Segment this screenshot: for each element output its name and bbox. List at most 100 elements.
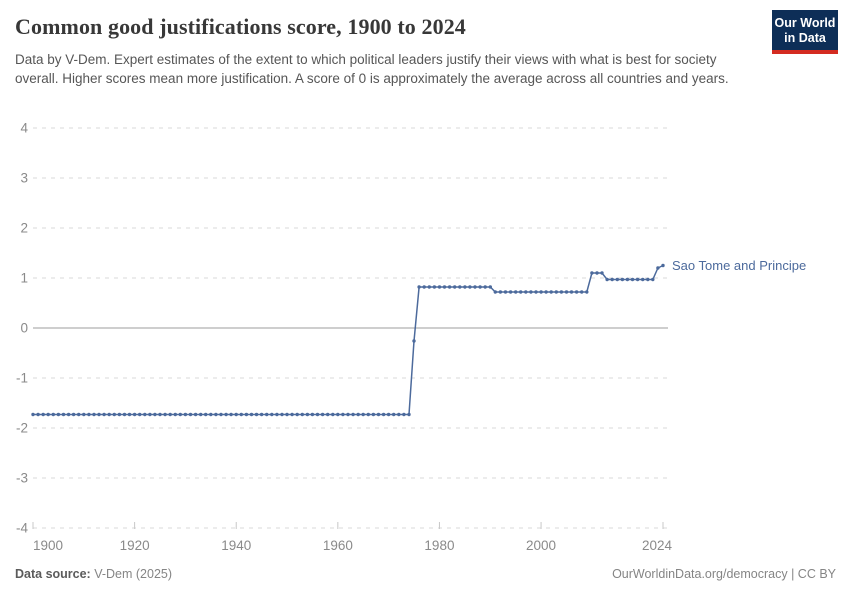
data-point[interactable] bbox=[56, 412, 61, 417]
data-point[interactable] bbox=[646, 277, 650, 282]
data-point[interactable] bbox=[381, 412, 386, 417]
data-point[interactable] bbox=[275, 412, 279, 417]
data-point[interactable] bbox=[529, 290, 533, 294]
data-point[interactable] bbox=[447, 285, 452, 289]
data-point[interactable] bbox=[31, 412, 35, 417]
data-point[interactable] bbox=[310, 412, 315, 417]
data-point[interactable] bbox=[41, 412, 45, 417]
data-point[interactable] bbox=[265, 412, 269, 417]
data-point[interactable] bbox=[656, 266, 660, 270]
data-point[interactable] bbox=[498, 290, 503, 294]
data-point[interactable] bbox=[442, 285, 447, 289]
data-point[interactable] bbox=[630, 277, 635, 282]
data-point[interactable] bbox=[351, 412, 355, 417]
data-point[interactable] bbox=[71, 412, 76, 417]
data-point[interactable] bbox=[341, 412, 345, 417]
data-point[interactable] bbox=[427, 285, 431, 289]
data-point[interactable] bbox=[524, 290, 528, 294]
data-point[interactable] bbox=[229, 412, 233, 417]
data-point[interactable] bbox=[331, 412, 335, 417]
data-point[interactable] bbox=[366, 412, 370, 417]
data-point[interactable] bbox=[569, 290, 574, 294]
data-point[interactable] bbox=[199, 412, 203, 417]
data-point[interactable] bbox=[138, 412, 142, 417]
data-point[interactable] bbox=[224, 412, 228, 417]
data-point[interactable] bbox=[295, 412, 299, 417]
data-point[interactable] bbox=[209, 412, 213, 417]
data-point[interactable] bbox=[585, 290, 589, 294]
data-point[interactable] bbox=[493, 290, 497, 294]
data-point[interactable] bbox=[148, 412, 152, 417]
data-point[interactable] bbox=[661, 263, 665, 268]
data-point[interactable] bbox=[193, 412, 198, 417]
data-point[interactable] bbox=[417, 285, 421, 289]
data-point[interactable] bbox=[234, 412, 238, 417]
data-point[interactable] bbox=[61, 412, 66, 417]
data-point[interactable] bbox=[143, 412, 147, 417]
data-point[interactable] bbox=[580, 290, 584, 294]
series-line[interactable] bbox=[33, 264, 664, 416]
data-point[interactable] bbox=[407, 412, 411, 417]
data-point[interactable] bbox=[97, 412, 101, 417]
data-point[interactable] bbox=[239, 412, 243, 417]
data-point[interactable] bbox=[534, 290, 538, 294]
data-point[interactable] bbox=[559, 290, 564, 294]
data-point[interactable] bbox=[635, 277, 640, 282]
data-point[interactable] bbox=[574, 290, 579, 294]
chart-canvas[interactable]: 4 3 2 1 0 -1 -2 -3 -4 1900 1920 1940 1960 1980 2000 202… bbox=[0, 108, 850, 563]
data-point[interactable] bbox=[625, 277, 630, 282]
data-point[interactable] bbox=[371, 412, 376, 417]
data-point[interactable] bbox=[112, 412, 117, 417]
data-point[interactable] bbox=[122, 412, 127, 417]
data-point[interactable] bbox=[36, 412, 40, 417]
data-point[interactable] bbox=[473, 285, 477, 289]
data-point[interactable] bbox=[376, 412, 381, 417]
data-point[interactable] bbox=[651, 277, 655, 282]
data-point[interactable] bbox=[214, 412, 218, 417]
data-point[interactable] bbox=[92, 412, 96, 417]
data-point[interactable] bbox=[77, 412, 81, 417]
data-point[interactable] bbox=[641, 277, 645, 282]
data-point[interactable] bbox=[503, 290, 508, 294]
data-point[interactable] bbox=[270, 412, 274, 417]
data-point[interactable] bbox=[204, 412, 208, 417]
data-point[interactable] bbox=[305, 412, 310, 417]
data-point[interactable] bbox=[605, 277, 609, 282]
data-point[interactable] bbox=[397, 412, 401, 417]
data-point[interactable] bbox=[539, 290, 543, 294]
data-point[interactable] bbox=[615, 277, 619, 282]
data-point[interactable] bbox=[132, 412, 137, 417]
data-point[interactable] bbox=[508, 290, 513, 294]
line-chart[interactable]: 4 3 2 1 0 -1 -2 -3 -4 1900 1920 1940 1960 1980 2000 202… bbox=[0, 108, 850, 563]
data-point[interactable] bbox=[178, 412, 182, 417]
data-point[interactable] bbox=[320, 412, 325, 417]
data-point[interactable] bbox=[102, 412, 106, 417]
data-point[interactable] bbox=[51, 412, 55, 417]
data-point[interactable] bbox=[46, 412, 50, 417]
data-point[interactable] bbox=[336, 412, 340, 417]
data-point[interactable] bbox=[610, 277, 614, 282]
data-point[interactable] bbox=[412, 339, 416, 343]
data-point[interactable] bbox=[564, 290, 569, 294]
data-point[interactable] bbox=[249, 412, 254, 417]
data-point[interactable] bbox=[356, 412, 360, 417]
data-point[interactable] bbox=[478, 285, 482, 289]
data-point[interactable] bbox=[483, 285, 487, 289]
data-point[interactable] bbox=[422, 285, 426, 289]
data-point[interactable] bbox=[468, 285, 472, 289]
data-point[interactable] bbox=[463, 285, 467, 289]
data-point[interactable] bbox=[315, 412, 320, 417]
data-point[interactable] bbox=[158, 412, 162, 417]
data-point[interactable] bbox=[285, 412, 289, 417]
data-point[interactable] bbox=[549, 290, 553, 294]
data-point[interactable] bbox=[544, 290, 548, 294]
data-point[interactable] bbox=[458, 285, 462, 289]
data-point[interactable] bbox=[219, 412, 223, 417]
data-point[interactable] bbox=[600, 271, 604, 275]
data-point[interactable] bbox=[392, 412, 396, 417]
data-point[interactable] bbox=[117, 412, 122, 417]
data-point[interactable] bbox=[173, 412, 177, 417]
data-point[interactable] bbox=[254, 412, 259, 417]
data-point[interactable] bbox=[361, 412, 365, 417]
data-point[interactable] bbox=[326, 412, 330, 417]
